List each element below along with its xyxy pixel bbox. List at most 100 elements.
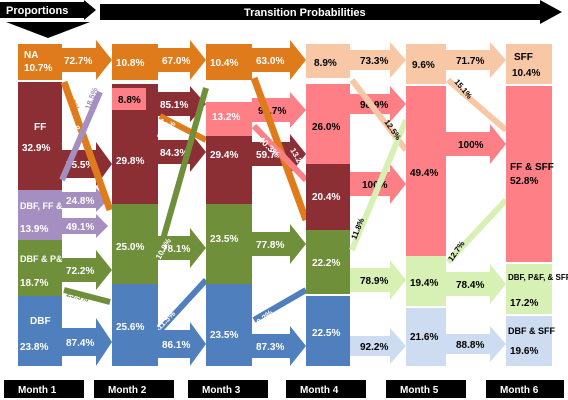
m1-dbf-ff-pf-value: 13.9% — [20, 224, 48, 235]
t56-ffsff-arrow — [446, 124, 506, 164]
m5-ff-sff-value: 49.4% — [410, 168, 438, 179]
m5-dbf-pf-sff-value: 19.4% — [410, 278, 438, 289]
month-4-label: Month 4 — [300, 385, 339, 396]
m4-ff-sff-value: 26.0% — [312, 122, 340, 133]
month-6-label: Month 6 — [500, 385, 539, 396]
m2-na-bar — [112, 44, 158, 80]
t23-diag-arrow-1 — [158, 113, 208, 143]
transitions-header: Transition Probabilities — [100, 0, 562, 24]
m2-dbf-bar — [112, 284, 158, 366]
m5-dbf-pf-sff-bar — [406, 256, 446, 306]
t23-diag-arrow-3 — [157, 277, 209, 333]
m1-dbf-pf-bar — [18, 240, 62, 296]
t12-diag-arrow-2 — [59, 90, 103, 182]
m1-dbf-ff-pf-bar — [18, 190, 62, 240]
m4-dbf-pf-bar — [306, 230, 350, 294]
m6-dbf-sff-label: DBF & SFF — [508, 326, 555, 336]
m1-dbf-bar — [18, 296, 62, 366]
m3-dbf-value: 23.5% — [210, 330, 238, 341]
m5-dbf-sff-value: 21.6% — [410, 332, 438, 343]
m1-dbf-pf-value: 18.7% — [20, 278, 48, 289]
m1-ff-label: FF — [34, 122, 46, 133]
proportions-title: Proportions — [6, 5, 68, 17]
t34-diag-arrow-2 — [251, 123, 309, 183]
month-5-label: Month 5 — [400, 385, 439, 396]
month2-column: 10.8% 29.8% 25.0% 25.6% — [112, 44, 158, 366]
t12-diag-arrow-1 — [60, 80, 114, 212]
m6-ff-sff-bar — [506, 86, 552, 262]
m1-ff-bar — [18, 82, 62, 190]
t56-sff-pct: 71.7% — [456, 56, 484, 67]
t34-na-arrow — [252, 40, 306, 80]
down-arrow-icon — [6, 22, 90, 38]
month-3-label: Month 3 — [202, 385, 241, 396]
m4-ff-value: 20.4% — [312, 192, 340, 203]
t34-dbfpf-pct: 77.8% — [256, 240, 284, 251]
t23-dbf-arrow — [158, 322, 206, 366]
right-arrow-icon — [100, 0, 562, 24]
t56-sff-arrow — [446, 42, 506, 78]
t45-sff-pct: 73.3% — [360, 56, 388, 67]
t23-dbf-pct: 86.1% — [162, 340, 190, 351]
month-2-label: Month 2 — [108, 385, 147, 396]
m4-ff-bar — [306, 164, 350, 230]
t34-ff-pct-a: 99.7% — [258, 106, 286, 117]
month3-column: 10.4% 13.2% 29.4% 23.5% 23.5% — [206, 44, 252, 366]
t12-diag-pct-2: 14.5% — [62, 89, 81, 113]
m2-ff-value: 29.8% — [116, 156, 144, 167]
m1-dbf-ff-pf-label: DBF, FF & P&F — [20, 201, 83, 211]
t12-dbf-arrow — [62, 318, 112, 366]
t56-ffsff-pct: 100% — [458, 140, 484, 151]
m3-dbf-pf-bar — [206, 204, 252, 284]
m3-dbf-pf-value: 23.5% — [210, 234, 238, 245]
m6-dbf-pf-sff-bar — [506, 264, 552, 314]
m1-dbf-label: DBF — [30, 316, 51, 327]
m1-na-value: 10.7% — [24, 63, 52, 74]
m3-na-bar — [206, 44, 252, 80]
month6-column: SFF 10.4% FF & SFF 52.8% DBF, P&F, & SFF… — [506, 44, 568, 366]
t12-dbfffpf-pct-b: 49.1% — [66, 222, 94, 233]
t12-diag-pct-5: 11.6% — [61, 300, 82, 323]
t12-dbfffpf-arrow-a — [62, 188, 108, 212]
m6-dbf-sff-value: 19.6% — [510, 346, 538, 357]
t12-na-pct: 72.7% — [64, 56, 92, 67]
transitions-title: Transition Probabilities — [244, 7, 366, 19]
t56-dbfpfsff-arrow — [446, 264, 506, 304]
m5-ff-sff-bar — [406, 86, 446, 256]
month4-column: 8.9% 26.0% 20.4% 22.2% 22.5% — [306, 44, 350, 366]
t23-na-pct: 67.0% — [162, 56, 190, 67]
m5-sff-value: 9.6% — [412, 60, 435, 71]
m4-dbf-value: 22.5% — [312, 328, 340, 339]
m6-dbf-sff-bar — [506, 316, 552, 366]
t56-diag-arrow-2 — [445, 197, 509, 265]
t23-ff-arrow-c — [158, 132, 206, 172]
m6-dbf-pf-sff-label: DBF, P&F, & SFF — [508, 273, 568, 282]
t12-diag-pct-4: 23.3% — [65, 289, 89, 304]
t56-diag-arrow-1 — [446, 77, 508, 133]
t23-na-arrow — [158, 40, 206, 80]
t23-dbfpf-pct: 78.1% — [162, 244, 190, 255]
month5-column: 9.6% 49.4% 19.4% 21.6% — [406, 44, 446, 366]
t45-sff-arrow — [350, 42, 406, 78]
m6-sff-label: SFF — [514, 52, 533, 63]
m6-ff-sff-value: 52.8% — [510, 176, 538, 187]
m6-sff-value: 10.4% — [512, 68, 540, 79]
t23-ff-arrow-b — [158, 86, 206, 122]
m3-ff-bar — [206, 136, 252, 204]
month-1-box — [4, 380, 84, 398]
month-6-box — [486, 380, 564, 398]
t23-diag-arrow-2 — [157, 87, 209, 251]
m1-ff-value: 32.9% — [22, 143, 50, 154]
t12-na-arrow — [62, 40, 112, 80]
transitions-4-5: 73.3% 98.9% 100% 78.9% 92.2% 12.5% 11.8% — [349, 42, 409, 364]
t45-ff-pct: 100% — [362, 180, 388, 191]
t34-ff-pct-b: 59.7% — [256, 150, 284, 161]
m4-sff-value: 8.9% — [314, 58, 337, 69]
m1-na-bar — [18, 44, 62, 80]
m6-ff-sff-label: FF & SFF — [510, 162, 554, 173]
transitions-1-2: 72.7% 75.5% 24.8% 49.1% 72.2% 87.4% 24.5… — [59, 40, 114, 366]
t23-ff-pct-c: 84.3% — [160, 148, 188, 159]
t45-dbf-arrow — [350, 328, 406, 364]
